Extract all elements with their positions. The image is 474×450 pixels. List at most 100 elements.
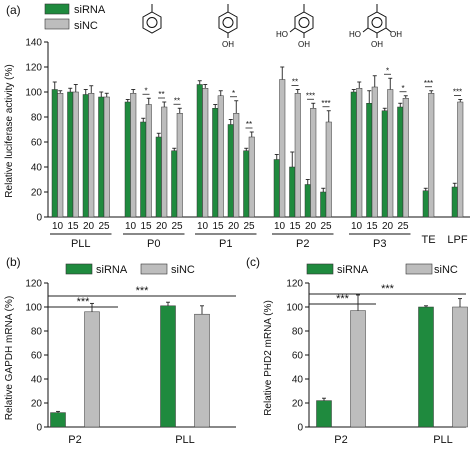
y-tick-label: 80 [292,327,304,338]
panel-b-significance: *** *** [48,285,236,308]
ho-label: HO [349,30,361,39]
x-tick-label: 10 [125,221,137,232]
y-tick-label: 100 [286,303,303,314]
pyrogallol-structure-icon: OH HO OH [349,4,402,49]
bar-sinc [402,98,409,218]
bar-sinc [72,91,79,218]
ho-label: HO [276,30,288,39]
legend-sinc-swatch [140,263,168,275]
significance-stars: ** [246,120,252,129]
oh-label: OH [222,40,234,49]
x-tick-label: 20 [305,221,317,232]
x-tick-label: 20 [382,221,394,232]
bar-sinc [294,93,301,218]
y-tick-label: 120 [286,279,303,290]
y-tick-label: 100 [25,303,42,314]
bar-sinc [217,95,224,218]
legend-sirna-label: siRNA [96,264,128,276]
y-tick-label: 0 [297,423,303,434]
bar-sirna [51,89,58,218]
significance-stars: * [386,66,389,75]
panel-a-letter: (a) [6,3,21,17]
bar-sirna [366,103,373,218]
x-tick-label: 25 [320,221,332,232]
bar-sinc [103,96,110,218]
bar-sinc [457,101,464,218]
bar-sinc [371,86,378,218]
x-category-label: P2 [334,434,347,446]
y-tick-label: 120 [25,63,42,74]
x-tick-label: 20 [228,221,240,232]
bar-sirna [124,101,131,218]
y-tick-label: 80 [31,113,43,124]
x-tick-label: 15 [212,221,224,232]
panel-c-y-axis: 0 20 40 60 80 100 120 [286,279,466,434]
bar-sirna [350,91,357,218]
bar-sinc [84,311,100,428]
y-tick-label: 80 [31,327,43,338]
bar-sinc [428,93,435,218]
significance-stars: *** [77,296,91,308]
bar-sinc [233,113,240,218]
bar-sirna [451,186,458,218]
bar-sirna [140,121,147,218]
panel-a: (a) Relative luciferase activity (%) siR… [4,3,470,250]
x-tick-label: 15 [67,221,79,232]
y-tick-label: 120 [25,279,42,290]
y-tick-label: 60 [31,351,43,362]
y-tick-label: 0 [36,213,42,224]
panel-c-y-axis-label: Relative PHD2 mRNA (%) [263,300,274,416]
x-tick-label: 25 [243,221,255,232]
panel-b-letter: (b) [6,255,21,269]
panel-a-y-axis: 0 20 40 60 80 100 120 140 [25,38,470,224]
significance-stars: *** [424,79,433,88]
bar-sirna [381,110,388,218]
significance-stars: *** [453,88,462,97]
bar-sinc [194,313,210,428]
x-tick-label: 20 [83,221,95,232]
x-group-label: P0 [147,238,160,250]
x-category-label: P2 [68,434,81,446]
significance-stars: *** [136,285,150,297]
bar-sirna [227,124,234,218]
oh-label: OH [298,40,310,49]
bar-sinc [176,113,183,218]
panel-a-y-axis-label: Relative luciferase activity (%) [4,64,15,197]
legend-sirna-swatch [306,263,334,275]
bar-sirna [171,150,178,218]
bar-sinc [387,89,394,218]
x-tick-label: 15 [140,221,152,232]
bar-sirna [50,412,66,428]
y-tick-label: 20 [31,399,43,410]
significance-stars: ** [292,78,298,87]
significance-stars: ** [174,96,180,105]
significance-stars: *** [321,99,330,108]
legend-sirna-swatch [44,3,70,15]
panel-b-legend: siRNA siNC [65,263,195,276]
benzene-structure-icon [142,4,162,34]
x-category-label: PLL [175,434,195,446]
panel-a-bars: * *********************** [51,66,464,218]
x-group-label: P2 [296,238,309,250]
panel-c-significance: *** *** [309,283,466,305]
oh-label: OH [390,30,402,39]
bar-sinc [145,104,152,218]
bar-sinc [310,108,317,218]
y-tick-label: 20 [31,188,43,199]
significance-stars: * [401,84,404,93]
bar-sirna [422,190,429,218]
x-tick-label: 20 [156,221,168,232]
bar-sirna [304,184,311,218]
x-tick-label: 25 [397,221,409,232]
bar-sirna [67,91,74,218]
bar-sinc [452,306,468,428]
significance-stars: * [144,86,147,95]
bar-sirna [160,305,176,428]
legend-sinc-label: siNC [74,20,98,32]
x-tick-label: 25 [98,221,110,232]
bar-sirna [397,106,404,218]
y-tick-label: 40 [292,375,304,386]
y-tick-label: 60 [31,138,43,149]
bar-sirna [82,94,89,218]
y-tick-label: 0 [36,423,42,434]
